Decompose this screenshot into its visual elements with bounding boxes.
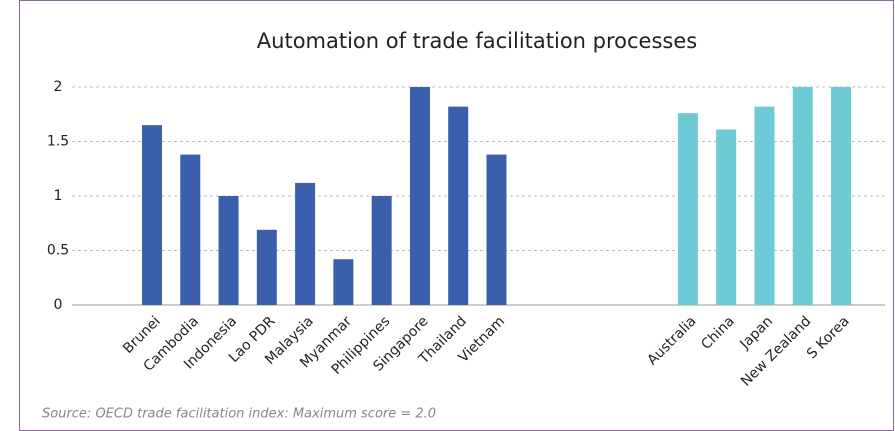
bar [333, 259, 354, 305]
bar [448, 106, 469, 306]
y-tick-label: 0.5 [47, 243, 69, 259]
bar [792, 87, 813, 305]
chart-title: Automation of trade facilitation process… [257, 29, 697, 53]
bar [218, 196, 239, 305]
bar [142, 125, 162, 306]
bar [180, 154, 201, 305]
source-note: Source: OECD trade facilitation index: M… [42, 407, 436, 422]
y-tick-label: 1 [54, 188, 63, 204]
y-tick-label: 2 [54, 79, 63, 95]
bar [716, 129, 737, 305]
bar [256, 229, 277, 305]
bar [371, 196, 392, 305]
bar [754, 106, 775, 306]
y-tick-label: 1.5 [47, 134, 69, 150]
bar [295, 182, 316, 305]
bar [677, 113, 698, 305]
bar [831, 87, 851, 305]
y-tick-label: 0 [54, 297, 63, 313]
bar [486, 154, 507, 305]
bar [409, 87, 430, 305]
